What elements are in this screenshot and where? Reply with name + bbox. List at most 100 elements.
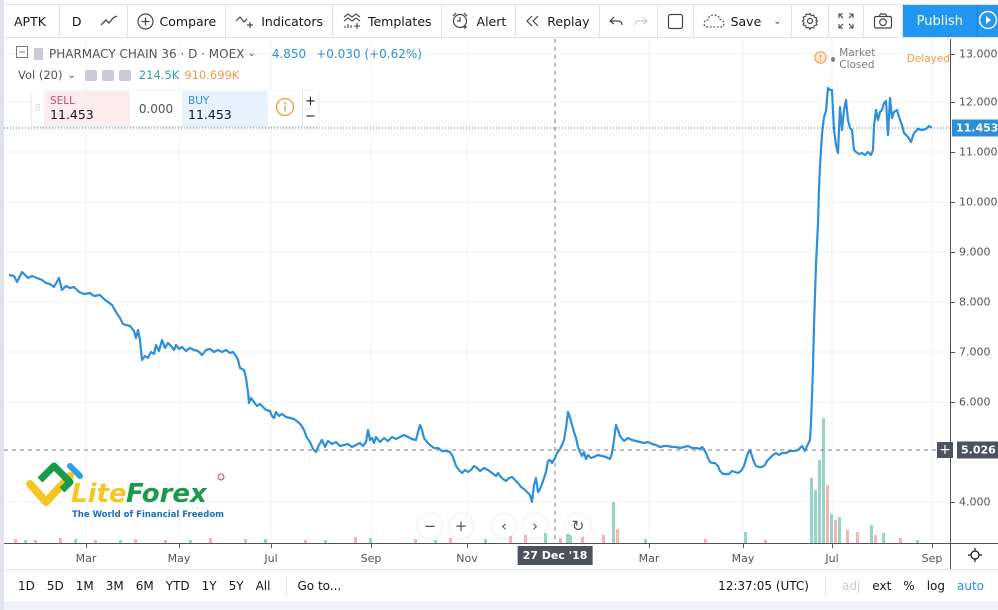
- chart-style-button[interactable]: [91, 5, 128, 37]
- ext-toggle[interactable]: ext: [872, 578, 892, 593]
- delayed-badge: Delayed: [906, 53, 950, 65]
- current-price-badge: 11.453: [952, 119, 998, 137]
- replay-label: Replay: [547, 13, 590, 29]
- layout-button[interactable]: [658, 5, 694, 37]
- volume-indicator-label[interactable]: Vol (20): [18, 68, 63, 82]
- price-label: 13.000: [959, 47, 998, 61]
- reset-icon: ↻: [571, 517, 585, 535]
- svg-text:Forex: Forex: [126, 479, 208, 509]
- buy-price: 11.453: [188, 107, 232, 122]
- chart-pane[interactable]: PHARMACY CHAIN 36 · D · MOEX ⌄ 4.850 +0.…: [4, 39, 950, 543]
- spread-value: 0.000: [138, 101, 174, 116]
- reset-chart-button[interactable]: ↻: [566, 514, 590, 538]
- snapshot-button[interactable]: [864, 5, 903, 37]
- save-button[interactable]: Save ⌄: [694, 5, 792, 37]
- market-closed-label: Market Closed: [839, 47, 876, 71]
- fullscreen-button[interactable]: [829, 5, 864, 37]
- range-5d[interactable]: 5D: [46, 578, 64, 593]
- rewind-icon: [525, 15, 541, 27]
- crosshair-price-badge: 5.026: [957, 441, 998, 459]
- buy-label: BUY: [188, 95, 210, 107]
- plus-icon: +: [454, 517, 468, 535]
- tick: [932, 544, 933, 548]
- range-1d[interactable]: 1D: [18, 578, 35, 593]
- alert-button[interactable]: Alert: [442, 5, 517, 37]
- range-all[interactable]: All: [255, 578, 271, 593]
- bottom-right-controls: 12:37:05 (UTC) adj ext % log auto: [712, 575, 998, 596]
- buy-button[interactable]: BUY 11.453: [182, 91, 268, 126]
- buy-sell-panel: ⠿ SELL 11.453 0.000 BUY 11.453 + −: [32, 91, 318, 126]
- auto-toggle[interactable]: auto: [956, 578, 984, 593]
- goto-button[interactable]: Go to...: [297, 578, 342, 593]
- range-ytd[interactable]: YTD: [165, 578, 190, 593]
- price-label: 12.000: [959, 95, 998, 109]
- warning-icon[interactable]: [814, 51, 827, 67]
- range-1m[interactable]: 1M: [75, 578, 94, 593]
- save-label: Save: [730, 13, 762, 29]
- drag-handle-icon[interactable]: ⠿: [34, 103, 42, 114]
- info-button[interactable]: [268, 91, 302, 126]
- volume-value: 214.5K: [138, 68, 180, 82]
- volume-bars: [14, 418, 919, 543]
- logo-tagline: The World of Financial Freedom: [72, 510, 225, 520]
- publish-button[interactable]: Publish: [902, 5, 978, 37]
- adj-toggle[interactable]: adj: [841, 578, 861, 593]
- symbol-search[interactable]: APTK: [4, 5, 60, 37]
- publish-options-button[interactable]: [978, 5, 998, 37]
- chevron-down-icon[interactable]: ⌄: [67, 69, 76, 81]
- add-alert-plus-icon[interactable]: +: [937, 442, 953, 458]
- compare-button[interactable]: Compare: [128, 5, 227, 37]
- decrease-button[interactable]: −: [305, 108, 316, 124]
- quantity-stepper[interactable]: + −: [302, 91, 318, 126]
- range-3m[interactable]: 3M: [105, 578, 124, 593]
- svg-text:Lite: Lite: [71, 479, 127, 509]
- eye-icon[interactable]: [84, 69, 97, 81]
- time-label: Sep: [921, 552, 943, 565]
- increase-button[interactable]: +: [305, 93, 316, 109]
- tick: [951, 54, 955, 55]
- log-toggle[interactable]: log: [926, 578, 945, 593]
- time-axis[interactable]: Mar May Jul Sep Nov Mar May Jul Sep 27 D…: [4, 543, 950, 569]
- range-1y[interactable]: 1Y: [201, 578, 217, 593]
- axis-settings-button[interactable]: [950, 543, 998, 569]
- chevron-down-icon[interactable]: ⌄: [247, 48, 256, 59]
- price-label: 6.000: [959, 395, 991, 409]
- time-label: Jul: [264, 552, 278, 565]
- tick: [179, 544, 180, 548]
- tick: [271, 544, 272, 548]
- price-line: [8, 86, 933, 504]
- symbol-label: APTK: [14, 13, 46, 29]
- scroll-left-button[interactable]: ‹: [492, 514, 516, 538]
- sell-button[interactable]: SELL 11.453: [44, 91, 130, 126]
- replay-button[interactable]: Replay: [516, 5, 600, 37]
- indicators-button[interactable]: Indicators: [226, 5, 333, 37]
- settings-button[interactable]: [792, 5, 829, 37]
- divider: [286, 575, 288, 596]
- collapse-legend-icon[interactable]: [16, 46, 28, 61]
- status-dot-icon: [831, 56, 836, 62]
- interval-label: D: [71, 13, 82, 29]
- zoom-out-button[interactable]: −: [418, 514, 442, 538]
- close-icon[interactable]: [118, 69, 131, 81]
- zoom-in-button[interactable]: +: [449, 514, 473, 538]
- range-6m[interactable]: 6M: [135, 578, 154, 593]
- percent-toggle[interactable]: %: [903, 578, 915, 593]
- chevron-right-icon: ›: [532, 517, 538, 535]
- utc-clock[interactable]: 12:37:05 (UTC): [718, 578, 809, 593]
- indicators-label: Indicators: [261, 13, 323, 29]
- templates-button[interactable]: Templates: [333, 5, 442, 37]
- redo-button[interactable]: [632, 5, 657, 37]
- tick: [951, 352, 955, 353]
- gear-icon[interactable]: [101, 69, 114, 81]
- interval-button[interactable]: D: [60, 5, 91, 37]
- tick: [951, 502, 955, 503]
- templates-label: Templates: [367, 13, 432, 29]
- series-title[interactable]: PHARMACY CHAIN 36 · D · MOEX: [49, 46, 245, 61]
- line-chart-icon: [100, 15, 118, 27]
- undo-button[interactable]: [600, 5, 632, 37]
- toolbar-spacer: [656, 5, 658, 37]
- price-axis[interactable]: 13.000 12.000 11.000 10.000 9.000 8.000 …: [937, 39, 998, 543]
- scroll-right-button[interactable]: ›: [523, 514, 547, 538]
- range-5y[interactable]: 5Y: [228, 578, 244, 593]
- tick: [951, 202, 955, 203]
